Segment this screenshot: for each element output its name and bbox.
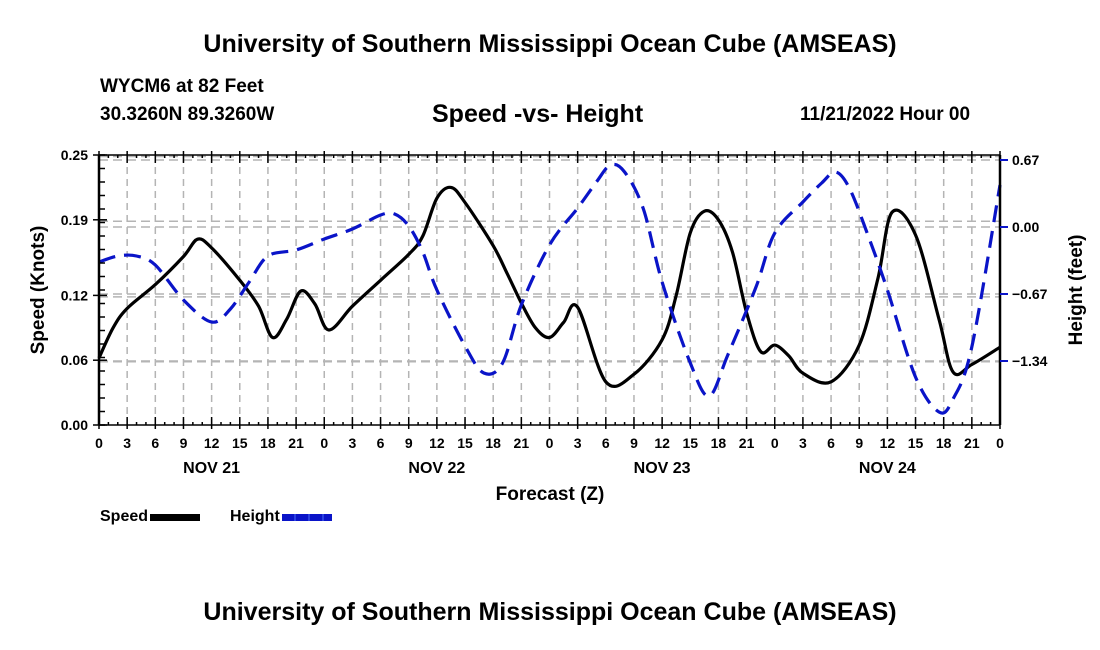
x-tick-label: 6 <box>151 435 159 451</box>
series <box>97 162 1002 415</box>
legend-swatch-height <box>281 513 332 521</box>
x-tick-label: 18 <box>260 435 276 451</box>
x-axis: 0 3 6 9 12 15 18 21 0 3 6 9 12 15 18 21 0 3 6 9 12 15 18 21 0 3 6 9… <box>95 151 1004 477</box>
grid <box>99 155 1000 425</box>
legend-swatch-speed <box>150 513 201 521</box>
x-tick-label: 0 <box>771 435 779 451</box>
x-tick-label: 12 <box>880 435 896 451</box>
y-axis-right: 0.67 0.00 −0.67 −1.34 <box>1000 152 1048 369</box>
footer-title: University of Southern Mississippi Ocean… <box>203 598 897 626</box>
x-tick-label: 6 <box>377 435 385 451</box>
x-tick-label: 21 <box>514 435 530 451</box>
legend-item-height: Height <box>230 508 332 526</box>
x-tick-label: 9 <box>405 435 413 451</box>
x-tick-label: 3 <box>799 435 807 451</box>
station-label: WYCM6 at 82 Feet <box>100 76 264 97</box>
x-tick-label: 18 <box>711 435 727 451</box>
x-tick-label: 6 <box>827 435 835 451</box>
x-tick-label: 9 <box>180 435 188 451</box>
x-tick-label: 15 <box>232 435 248 451</box>
y-tick-label: 0.12 <box>61 287 88 303</box>
y2-tick-label: 0.00 <box>1012 219 1039 235</box>
y-tick-label: 0.06 <box>61 352 88 368</box>
x-day-label: NOV 23 <box>634 460 691 477</box>
x-tick-label: 21 <box>288 435 304 451</box>
x-tick-label: 21 <box>739 435 755 451</box>
x-tick-label: 9 <box>855 435 863 451</box>
x-tick-label: 0 <box>95 435 103 451</box>
x-tick-label: 12 <box>204 435 220 451</box>
y2-tick-label: 0.67 <box>1012 152 1039 168</box>
legend-label-height: Height <box>230 508 280 525</box>
y2-axis-title: Height (feet) <box>1066 235 1087 346</box>
x-tick-label: 9 <box>630 435 638 451</box>
series-line-height <box>98 162 1002 415</box>
x-tick-label: 12 <box>429 435 445 451</box>
forecast-datetime: 11/21/2022 Hour 00 <box>800 104 971 125</box>
x-tick-label: 12 <box>654 435 670 451</box>
x-axis-title: Forecast (Z) <box>496 484 605 505</box>
x-tick-label: 18 <box>485 435 501 451</box>
y-tick-label: 0.25 <box>61 147 88 163</box>
x-tick-label: 0 <box>546 435 554 451</box>
y2-tick-label: −1.34 <box>1012 353 1048 369</box>
x-tick-label: 3 <box>123 435 131 451</box>
coordinates-label: 30.3260N 89.3260W <box>100 104 275 125</box>
x-tick-label: 15 <box>908 435 924 451</box>
chart-subtitle: Speed -vs- Height <box>432 100 644 128</box>
x-tick-label: 6 <box>602 435 610 451</box>
x-tick-label: 15 <box>682 435 698 451</box>
legend-item-speed: Speed <box>100 508 201 526</box>
y-axis-title: Speed (Knots) <box>28 226 49 355</box>
main-title: University of Southern Mississippi Ocean… <box>203 30 897 58</box>
x-tick-label: 21 <box>964 435 980 451</box>
x-tick-label: 3 <box>574 435 582 451</box>
x-tick-label: 0 <box>320 435 328 451</box>
y-tick-label: 0.19 <box>61 212 88 228</box>
y2-tick-label: −0.67 <box>1012 286 1048 302</box>
y-axis-left: 0.00 0.06 0.12 0.19 0.25 <box>61 147 107 433</box>
x-day-label: NOV 21 <box>183 460 240 477</box>
legend-label-speed: Speed <box>100 508 149 525</box>
x-tick-label: 3 <box>349 435 357 451</box>
series-line-speed <box>97 185 1001 388</box>
x-day-label: NOV 22 <box>408 460 465 477</box>
y-tick-label: 0.00 <box>61 417 88 433</box>
x-tick-label: 0 <box>996 435 1004 451</box>
x-tick-label: 18 <box>936 435 952 451</box>
x-day-label: NOV 24 <box>859 460 916 477</box>
x-tick-label: 15 <box>457 435 473 451</box>
